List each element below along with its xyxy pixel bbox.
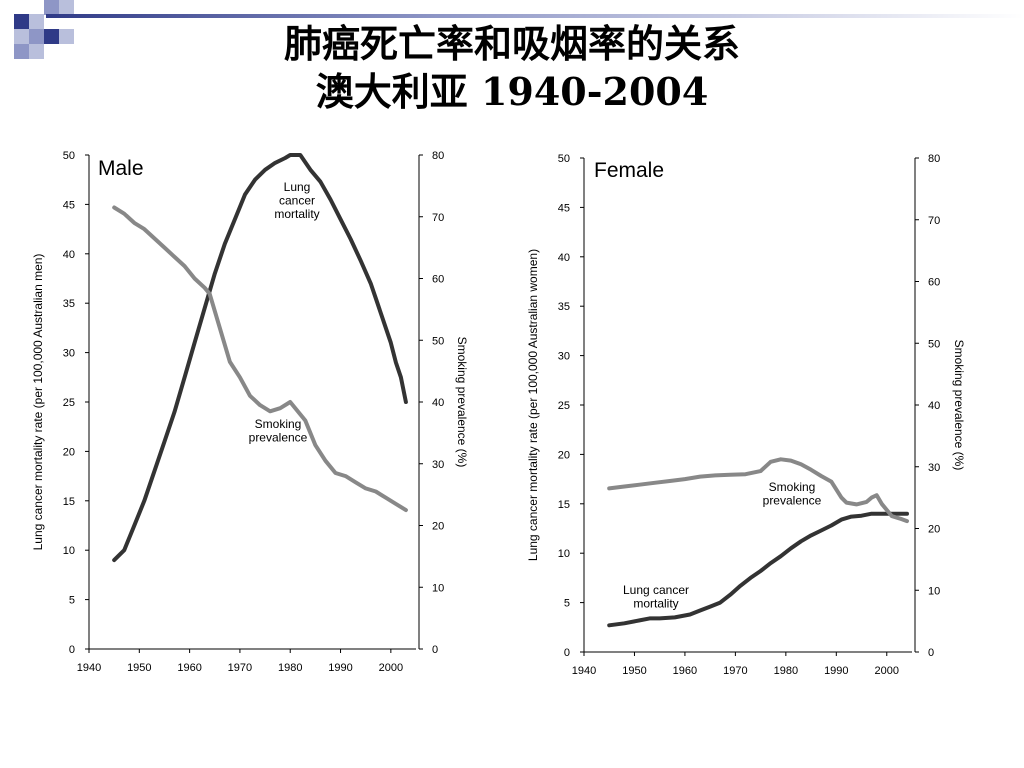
right-tick-label: 40: [928, 400, 940, 412]
right-tick-label: 0: [928, 647, 934, 659]
decor-square: [29, 14, 44, 29]
right-tick-label: 50: [928, 338, 940, 350]
smoking-line: [112, 205, 408, 513]
x-tick-label: 1970: [723, 665, 747, 677]
right-tick-label: 60: [928, 277, 940, 289]
smoking-annotation: Smoking: [769, 480, 816, 494]
left-tick-label: 35: [63, 298, 75, 310]
x-tick-label: 1990: [328, 662, 352, 674]
right-tick-label: 70: [432, 212, 444, 224]
decor-square: [29, 29, 44, 44]
x-tick-label: 1980: [278, 662, 302, 674]
left-tick-label: 50: [63, 150, 75, 162]
right-tick-label: 70: [928, 215, 940, 227]
panel-label: Male: [98, 157, 144, 180]
mortality-line: [607, 511, 909, 628]
male-chart: 0 5 10 15 20 25 30 35 40 45 50 0 10 20 30 40 50 60 70 80 194…: [31, 150, 469, 674]
female-chart: 0 5 10 15 20 25 30 35 40 45 50 0 10 20 30 40 50 60 70 80 194…: [526, 153, 966, 677]
left-tick-label: 5: [69, 595, 75, 607]
left-tick-label: 30: [558, 351, 570, 363]
right-tick-label: 40: [432, 397, 444, 409]
left-tick-label: 20: [558, 449, 570, 461]
mortality-annotation: mortality: [633, 597, 678, 611]
x-tick-label: 1940: [572, 665, 596, 677]
left-tick-label: 40: [558, 252, 570, 264]
left-tick-label: 25: [558, 400, 570, 412]
left-tick-label: 15: [558, 499, 570, 511]
right-tick-label: 80: [432, 150, 444, 162]
decor-square: [59, 29, 74, 44]
right-tick-label: 30: [432, 459, 444, 471]
left-tick-label: 0: [564, 647, 570, 659]
right-tick-label: 10: [928, 585, 940, 597]
left-tick-label: 10: [63, 545, 75, 557]
left-tick-label: 10: [558, 548, 570, 560]
right-tick-label: 80: [928, 153, 940, 165]
left-axis-label: Lung cancer mortality rate (per 100,000 …: [31, 254, 45, 551]
right-tick-label: 10: [432, 582, 444, 594]
left-tick-label: 40: [63, 249, 75, 261]
mortality-annotation: Lung: [284, 180, 311, 194]
smoking-annotation: prevalence: [249, 431, 308, 445]
x-tick-label: 1990: [824, 665, 848, 677]
left-tick-label: 20: [63, 446, 75, 458]
right-tick-label: 60: [432, 274, 444, 286]
x-tick-label: 1950: [622, 665, 646, 677]
right-tick-label: 20: [432, 521, 444, 533]
slide-title: 肺癌死亡率和吸烟率的关系 澳大利亚 1940-2004: [0, 20, 1024, 116]
right-tick-label: 50: [432, 335, 444, 347]
x-tick-label: 2000: [875, 665, 899, 677]
mortality-annotation: cancer: [279, 194, 315, 208]
left-tick-label: 0: [69, 644, 75, 656]
left-tick-label: 30: [63, 348, 75, 360]
x-tick-label: 2000: [379, 662, 403, 674]
left-tick-label: 25: [63, 397, 75, 409]
mortality-annotation: mortality: [274, 207, 319, 221]
right-tick-label: 20: [928, 524, 940, 536]
title-line-2: 澳大利亚 1940-2004: [315, 69, 709, 114]
decor-square: [14, 44, 29, 59]
right-tick-label: 30: [928, 462, 940, 474]
left-tick-label: 45: [63, 199, 75, 211]
mortality-annotation: Lung cancer: [623, 583, 689, 597]
smoking-annotation: prevalence: [763, 494, 822, 508]
left-tick-label: 35: [558, 301, 570, 313]
title-rule: [46, 14, 1024, 18]
right-axis-label: Smoking prevalence (%): [455, 337, 469, 468]
decor-square: [44, 0, 59, 15]
decor-square: [59, 0, 74, 15]
decor-square: [44, 29, 59, 44]
left-axis-label: Lung cancer mortality rate (per 100,000 …: [526, 249, 540, 561]
left-tick-label: 5: [564, 598, 570, 610]
decor-square: [14, 14, 29, 29]
x-tick-label: 1980: [774, 665, 798, 677]
left-tick-label: 15: [63, 496, 75, 508]
decor-square: [29, 44, 44, 59]
right-axis-label: Smoking prevalence (%): [952, 340, 966, 471]
x-tick-label: 1960: [673, 665, 697, 677]
smoking-line: [607, 457, 909, 524]
decor-square: [14, 29, 29, 44]
x-tick-label: 1950: [127, 662, 151, 674]
x-tick-label: 1940: [77, 662, 101, 674]
left-tick-label: 50: [558, 153, 570, 165]
mortality-line: [112, 153, 408, 563]
title-line-1: 肺癌死亡率和吸烟率的关系: [283, 21, 740, 66]
panel-label: Female: [594, 159, 664, 182]
left-tick-label: 45: [558, 202, 570, 214]
smoking-annotation: Smoking: [255, 417, 302, 431]
x-tick-label: 1960: [177, 662, 201, 674]
x-tick-label: 1970: [228, 662, 252, 674]
right-tick-label: 0: [432, 644, 438, 656]
